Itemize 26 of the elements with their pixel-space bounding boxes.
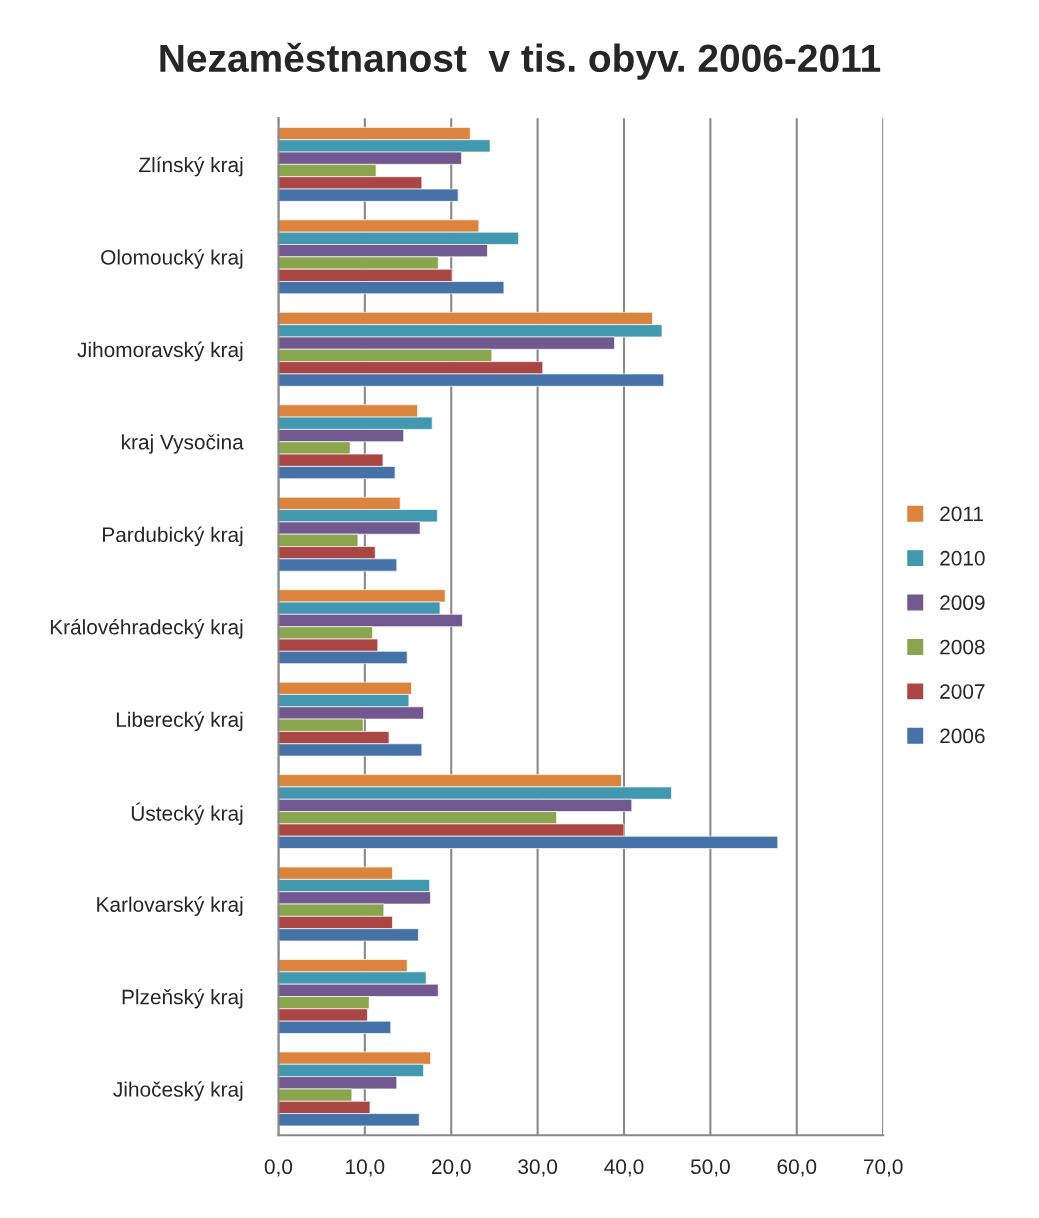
x-tick-label: 30,0 <box>518 1159 558 1177</box>
x-tick-label: 0,0 <box>264 1159 293 1177</box>
y-tick-label: Královéhradecký kraj <box>50 618 243 639</box>
y-tick-label: Jihomoravský kraj <box>77 341 243 362</box>
y-tick-label: Olomoucký kraj <box>101 249 243 269</box>
y-tick-label: Karlovarský kraj <box>97 896 243 917</box>
legend-label: 2009 <box>940 595 985 611</box>
y-tick-label: Zlínský kraj <box>139 156 243 177</box>
y-tick-label: Liberecký kraj <box>116 711 243 732</box>
x-tick-label: 60,0 <box>777 1159 817 1177</box>
legend-label: 2010 <box>940 550 985 566</box>
legend-label: 2006 <box>940 728 985 744</box>
y-tick-label: Ústecký kraj <box>131 802 243 825</box>
y-tick-label: Jihočeský kraj <box>113 1081 243 1101</box>
y-tick-label: Pardubický kraj <box>103 526 243 547</box>
x-tick-label: 20,0 <box>432 1159 471 1177</box>
y-tick-label: kraj Vysočina <box>122 434 244 454</box>
x-tick-label: 10,0 <box>346 1159 385 1177</box>
legend-label: 2011 <box>940 506 983 522</box>
x-tick-label: 50,0 <box>690 1159 730 1177</box>
y-tick-label: Plzeňský kraj <box>122 988 243 1009</box>
x-tick-label: 70,0 <box>863 1159 903 1177</box>
legend-label: 2008 <box>940 639 985 655</box>
legend-label: 2007 <box>940 684 985 699</box>
x-tick-label: 40,0 <box>604 1159 644 1177</box>
chart-title: Nezaměstnanost v tis. obyv. 2006-2011 <box>160 42 881 80</box>
